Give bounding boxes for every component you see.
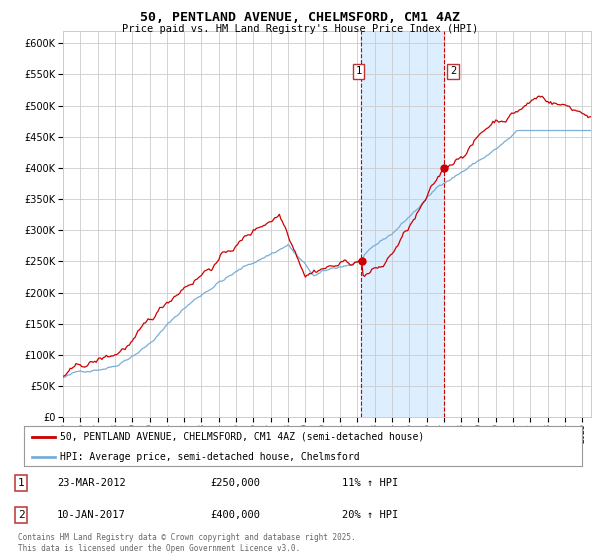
Text: Price paid vs. HM Land Registry's House Price Index (HPI): Price paid vs. HM Land Registry's House …: [122, 24, 478, 34]
Text: 2: 2: [17, 510, 25, 520]
Text: 20% ↑ HPI: 20% ↑ HPI: [342, 510, 398, 520]
Text: Contains HM Land Registry data © Crown copyright and database right 2025.
This d: Contains HM Land Registry data © Crown c…: [18, 533, 356, 553]
Text: HPI: Average price, semi-detached house, Chelmsford: HPI: Average price, semi-detached house,…: [60, 452, 360, 462]
Text: 11% ↑ HPI: 11% ↑ HPI: [342, 478, 398, 488]
Text: £250,000: £250,000: [210, 478, 260, 488]
Text: 1: 1: [356, 67, 362, 76]
Text: 1: 1: [17, 478, 25, 488]
Text: £400,000: £400,000: [210, 510, 260, 520]
Text: 23-MAR-2012: 23-MAR-2012: [57, 478, 126, 488]
Text: 2: 2: [450, 67, 456, 76]
Text: 50, PENTLAND AVENUE, CHELMSFORD, CM1 4AZ (semi-detached house): 50, PENTLAND AVENUE, CHELMSFORD, CM1 4AZ…: [60, 432, 425, 442]
Text: 10-JAN-2017: 10-JAN-2017: [57, 510, 126, 520]
Bar: [361, 31, 445, 417]
Text: 50, PENTLAND AVENUE, CHELMSFORD, CM1 4AZ: 50, PENTLAND AVENUE, CHELMSFORD, CM1 4AZ: [140, 11, 460, 24]
